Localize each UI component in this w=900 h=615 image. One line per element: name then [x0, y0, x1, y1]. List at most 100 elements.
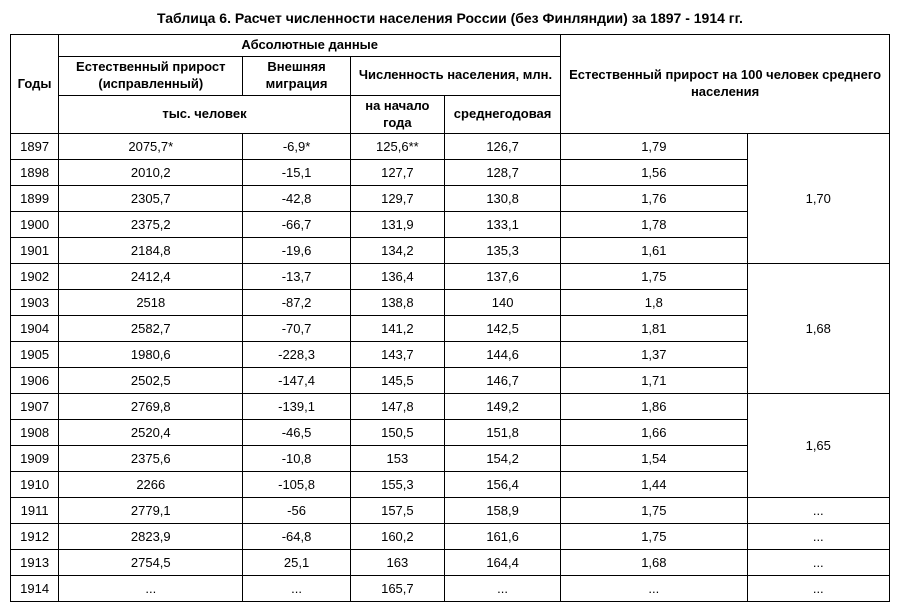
cell-migration: -56: [243, 498, 350, 524]
cell-rate-annual: 1,76: [561, 186, 747, 212]
cell-pop-start: 150,5: [350, 420, 444, 446]
cell-pop-avg: 164,4: [445, 550, 561, 576]
table-row: 19022412,4-13,7136,4137,61,751,68: [11, 264, 890, 290]
cell-natural-increase: 2769,8: [59, 394, 243, 420]
cell-natural-increase: 2823,9: [59, 524, 243, 550]
cell-year: 1900: [11, 212, 59, 238]
cell-rate-annual: 1,79: [561, 134, 747, 160]
cell-natural-increase: 2375,6: [59, 446, 243, 472]
cell-year: 1905: [11, 342, 59, 368]
cell-rate-annual: 1,54: [561, 446, 747, 472]
cell-rate-annual: 1,75: [561, 524, 747, 550]
cell-rate-annual: 1,75: [561, 498, 747, 524]
cell-migration: -15,1: [243, 160, 350, 186]
cell-migration: 25,1: [243, 550, 350, 576]
cell-pop-start: 155,3: [350, 472, 444, 498]
cell-pop-start: 134,2: [350, 238, 444, 264]
cell-pop-avg: 128,7: [445, 160, 561, 186]
cell-pop-avg: ...: [445, 576, 561, 602]
cell-natural-increase: 2518: [59, 290, 243, 316]
cell-migration: -70,7: [243, 316, 350, 342]
cell-natural-increase: 2582,7: [59, 316, 243, 342]
cell-pop-avg: 133,1: [445, 212, 561, 238]
cell-rate-group: 1,70: [747, 134, 890, 264]
cell-pop-start: 153: [350, 446, 444, 472]
cell-pop-avg: 135,3: [445, 238, 561, 264]
cell-rate-annual: 1,71: [561, 368, 747, 394]
cell-pop-start: 127,7: [350, 160, 444, 186]
cell-rate-annual: 1,68: [561, 550, 747, 576]
cell-natural-increase: 2010,2: [59, 160, 243, 186]
cell-year: 1913: [11, 550, 59, 576]
cell-rate-annual: 1,75: [561, 264, 747, 290]
table-body: 18972075,7*-6,9*125,6**126,71,791,701898…: [11, 134, 890, 602]
cell-pop-avg: 130,8: [445, 186, 561, 212]
cell-pop-avg: 151,8: [445, 420, 561, 446]
cell-rate-group: ...: [747, 498, 890, 524]
cell-migration: -87,2: [243, 290, 350, 316]
cell-natural-increase: 2375,2: [59, 212, 243, 238]
cell-migration: -19,6: [243, 238, 350, 264]
cell-natural-increase: 2754,5: [59, 550, 243, 576]
cell-year: 1907: [11, 394, 59, 420]
cell-pop-start: 143,7: [350, 342, 444, 368]
header-years: Годы: [11, 35, 59, 134]
header-abs-data: Абсолютные данные: [59, 35, 561, 57]
cell-natural-increase: 2305,7: [59, 186, 243, 212]
header-population: Численность населения, млн.: [350, 56, 560, 95]
cell-pop-avg: 137,6: [445, 264, 561, 290]
cell-migration: -42,8: [243, 186, 350, 212]
table-row: 18972075,7*-6,9*125,6**126,71,791,70: [11, 134, 890, 160]
header-rate: Естественный прирост на 100 человек сред…: [561, 35, 890, 134]
cell-rate-annual: 1,66: [561, 420, 747, 446]
cell-migration: ...: [243, 576, 350, 602]
cell-year: 1909: [11, 446, 59, 472]
cell-pop-start: 125,6**: [350, 134, 444, 160]
cell-natural-increase: 2779,1: [59, 498, 243, 524]
cell-year: 1902: [11, 264, 59, 290]
cell-rate-annual: 1,61: [561, 238, 747, 264]
cell-pop-start: 147,8: [350, 394, 444, 420]
cell-pop-start: 163: [350, 550, 444, 576]
header-thousand: тыс. человек: [59, 95, 351, 134]
cell-migration: -64,8: [243, 524, 350, 550]
cell-pop-start: 145,5: [350, 368, 444, 394]
cell-migration: -13,7: [243, 264, 350, 290]
cell-rate-annual: 1,81: [561, 316, 747, 342]
table-row: 19122823,9-64,8160,2161,61,75...: [11, 524, 890, 550]
header-pop-start: на начало года: [350, 95, 444, 134]
cell-year: 1911: [11, 498, 59, 524]
cell-migration: -147,4: [243, 368, 350, 394]
cell-pop-avg: 144,6: [445, 342, 561, 368]
table-row: 19112779,1-56157,5158,91,75...: [11, 498, 890, 524]
cell-natural-increase: 2502,5: [59, 368, 243, 394]
cell-rate-annual: 1,78: [561, 212, 747, 238]
cell-pop-avg: 126,7: [445, 134, 561, 160]
table-row: 19072769,8-139,1147,8149,21,861,65: [11, 394, 890, 420]
cell-year: 1898: [11, 160, 59, 186]
cell-pop-avg: 142,5: [445, 316, 561, 342]
cell-year: 1906: [11, 368, 59, 394]
cell-migration: -105,8: [243, 472, 350, 498]
cell-pop-start: 165,7: [350, 576, 444, 602]
cell-pop-start: 138,8: [350, 290, 444, 316]
cell-natural-increase: ...: [59, 576, 243, 602]
cell-pop-avg: 154,2: [445, 446, 561, 472]
cell-pop-start: 157,5: [350, 498, 444, 524]
cell-pop-avg: 146,7: [445, 368, 561, 394]
cell-pop-start: 131,9: [350, 212, 444, 238]
cell-rate-annual: 1,56: [561, 160, 747, 186]
cell-pop-start: 136,4: [350, 264, 444, 290]
cell-rate-group: ...: [747, 576, 890, 602]
cell-pop-avg: 149,2: [445, 394, 561, 420]
cell-migration: -66,7: [243, 212, 350, 238]
table-row: 1914......165,7.........: [11, 576, 890, 602]
cell-natural-increase: 2266: [59, 472, 243, 498]
header-pop-avg: среднегодовая: [445, 95, 561, 134]
cell-natural-increase: 1980,6: [59, 342, 243, 368]
cell-year: 1899: [11, 186, 59, 212]
cell-rate-annual: 1,44: [561, 472, 747, 498]
table-row: 19132754,525,1163164,41,68...: [11, 550, 890, 576]
cell-rate-group: ...: [747, 550, 890, 576]
cell-year: 1904: [11, 316, 59, 342]
